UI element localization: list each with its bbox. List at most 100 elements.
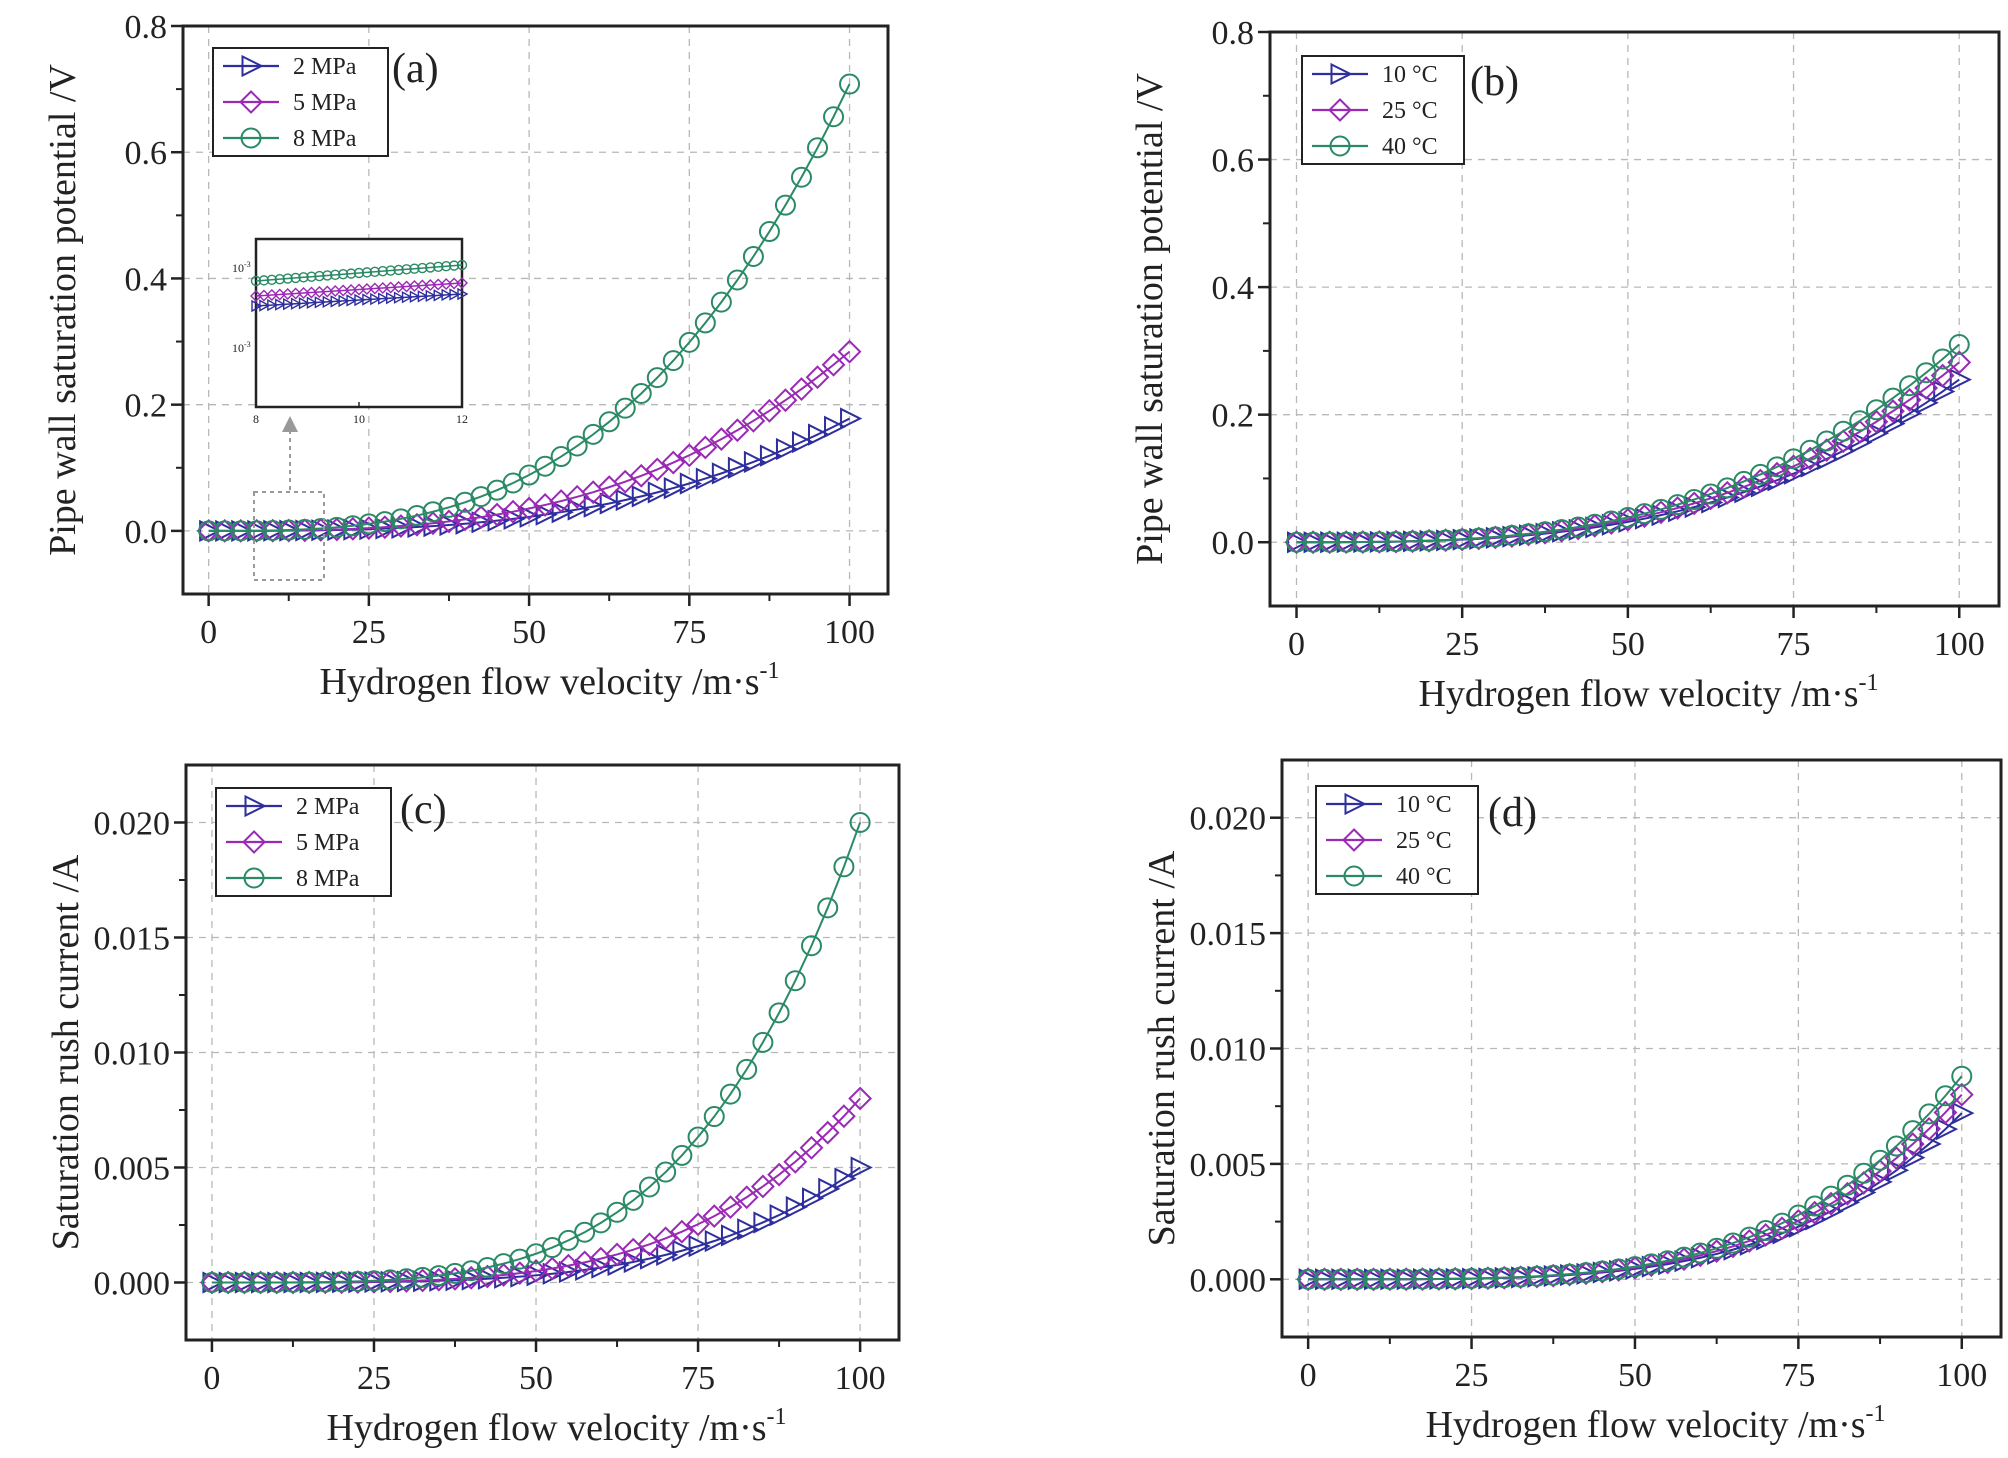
data-point	[1853, 1162, 1875, 1184]
inset-data-point	[378, 292, 390, 305]
data-point	[768, 1002, 790, 1024]
x-tick-label: 0	[203, 1360, 220, 1397]
data-point	[1899, 375, 1921, 397]
data-point	[1884, 1146, 1909, 1171]
data-point	[758, 221, 780, 243]
data-point	[557, 1229, 579, 1251]
inset-data-point	[361, 267, 373, 278]
inset-data-point	[393, 264, 404, 276]
data-point	[460, 1260, 482, 1282]
data-point	[759, 444, 783, 467]
inset-y-tick-sup: -3	[244, 340, 251, 349]
legend-label: 25 °C	[1382, 98, 1438, 124]
data-point	[647, 481, 671, 504]
inset-data-point	[401, 264, 412, 275]
inset-data-point	[274, 273, 285, 285]
data-point	[615, 488, 638, 512]
data-point	[1952, 1102, 1975, 1125]
data-point	[773, 388, 798, 413]
data-point	[805, 365, 830, 390]
inset-data-point	[433, 289, 445, 302]
data-point	[752, 1031, 774, 1053]
x-tick-label: 100	[835, 1360, 886, 1397]
legend-label: 40 °C	[1382, 134, 1438, 160]
y-tick-label: 0.015	[94, 921, 171, 958]
data-point	[630, 382, 652, 404]
y-tick-label: 0.8	[1212, 15, 1255, 52]
data-point	[1297, 1268, 1319, 1290]
data-point	[677, 443, 702, 468]
data-point	[230, 520, 252, 542]
inset-data-point	[409, 263, 420, 274]
inset-data-point	[258, 275, 270, 286]
legend: 10 °C 25 °C 40 °C	[1315, 785, 1479, 895]
data-point	[663, 476, 687, 500]
data-point	[1715, 480, 1740, 505]
data-point	[774, 194, 796, 216]
y-axis-title: Pipe wall saturation potential /V	[42, 64, 84, 556]
inset-data-point	[385, 265, 396, 276]
data-point	[422, 501, 444, 523]
data-point	[1783, 448, 1805, 470]
series-2-mpa	[202, 1156, 873, 1294]
x-axis-title-sup: -1	[760, 658, 780, 684]
data-point	[775, 437, 799, 461]
legend-marker	[1328, 98, 1352, 122]
data-point	[606, 1201, 628, 1223]
legend-marker	[1342, 828, 1366, 852]
data-point	[1915, 362, 1937, 384]
data-point	[1517, 523, 1539, 545]
data-point	[1886, 1159, 1910, 1182]
y-tick-label: 0.020	[94, 806, 171, 843]
x-tick-label: 0	[200, 614, 217, 651]
data-point	[1444, 1268, 1466, 1290]
x-tick-label: 50	[1611, 626, 1645, 663]
data-point	[821, 352, 846, 377]
legend-label: 5 MPa	[293, 90, 357, 116]
inset-data-point	[282, 297, 295, 311]
data-point	[1934, 1085, 1956, 1107]
data-point	[678, 331, 700, 353]
data-point	[784, 970, 806, 992]
y-tick-label: 0.005	[94, 1151, 171, 1188]
data-point	[1816, 430, 1838, 452]
data-point	[535, 503, 558, 526]
legend-label: 10 °C	[1382, 62, 1438, 88]
inset-data-point	[385, 291, 398, 305]
data-point	[661, 450, 686, 475]
x-tick-label: 0	[1300, 1357, 1317, 1394]
x-axis-title: Hydrogen flow velocity /m·s-1	[1418, 670, 1878, 715]
inset-data-point	[448, 260, 460, 271]
data-point	[645, 457, 670, 482]
inset-data-point	[314, 270, 325, 282]
data-point	[358, 513, 380, 535]
inset-data-point	[456, 277, 468, 289]
data-point	[679, 472, 703, 495]
legend-label: 40 °C	[1396, 864, 1452, 890]
data-point	[379, 1269, 401, 1291]
inset-data-point	[353, 267, 365, 279]
data-point	[1313, 1268, 1335, 1290]
inset-data-point	[266, 274, 278, 285]
x-tick-label: 25	[1455, 1357, 1489, 1394]
data-point	[1335, 531, 1357, 553]
data-point	[582, 423, 604, 445]
y-tick-label: 0.015	[1190, 916, 1267, 953]
x-axis-title-text: Hydrogen flow velocity /m·s	[326, 1407, 766, 1449]
data-point	[406, 505, 428, 527]
data-point	[1302, 531, 1324, 553]
data-point	[1412, 1268, 1434, 1290]
data-point	[1584, 513, 1606, 535]
inset-data-point	[377, 265, 388, 277]
data-point	[808, 423, 831, 446]
x-axis-title-sup: -1	[1859, 670, 1879, 696]
data-point	[1833, 439, 1856, 463]
data-point	[566, 435, 588, 457]
data-point	[1948, 334, 1970, 356]
data-point	[567, 498, 590, 521]
inset-data-point	[456, 259, 468, 271]
series-8-mpa	[201, 812, 871, 1293]
legend-marker	[240, 127, 262, 149]
data-point	[517, 496, 542, 521]
data-point	[246, 520, 268, 542]
